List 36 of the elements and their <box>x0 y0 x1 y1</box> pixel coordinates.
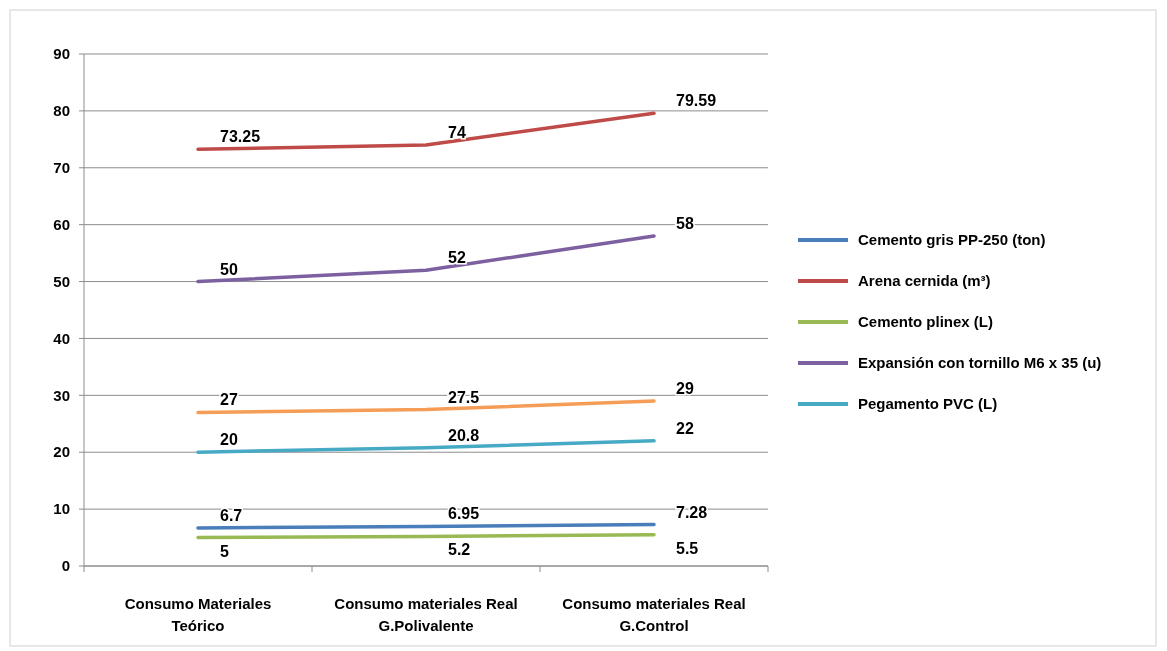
y-tick-label: 10 <box>53 500 70 518</box>
y-tick-label: 80 <box>53 102 70 120</box>
data-label: 27 <box>220 391 238 409</box>
data-label: 20 <box>220 431 238 449</box>
data-label: 20.8 <box>448 426 480 444</box>
data-label: 29 <box>676 380 694 398</box>
x-tick-label: Consumo materiales Real G.Polivalente <box>334 595 518 634</box>
data-label: 58 <box>676 215 694 233</box>
data-label: 52 <box>448 249 466 267</box>
data-label: 73.25 <box>220 128 261 146</box>
data-label: 79.59 <box>676 92 717 110</box>
data-label: 22 <box>676 419 694 437</box>
data-label: 5 <box>220 542 229 560</box>
x-tick-label: Consumo materiales Real G.Control <box>562 595 746 634</box>
data-label: 50 <box>220 260 238 278</box>
y-tick-label: 0 <box>61 557 70 575</box>
legend-label: Arena cernida (m³) <box>858 272 991 290</box>
legend-label: Pegamento PVC (L) <box>858 395 998 413</box>
data-label: 5.5 <box>676 539 699 557</box>
y-tick-label: 20 <box>53 443 70 461</box>
legend-label: Cemento gris PP-250 (ton) <box>858 231 1046 249</box>
y-tick-label: 70 <box>53 159 70 177</box>
y-tick-label: 40 <box>53 329 70 347</box>
data-label: 5.2 <box>448 541 471 559</box>
y-tick-label: 30 <box>53 386 70 404</box>
data-label: 6.7 <box>220 506 243 524</box>
y-tick-label: 50 <box>53 272 70 290</box>
data-label: 7.28 <box>676 503 708 521</box>
x-tick-label: Consumo Materiales Teórico <box>124 595 272 634</box>
data-label: 74 <box>448 124 466 142</box>
legend-label: Cemento plinex (L) <box>858 313 994 331</box>
data-label: 27.5 <box>448 388 480 406</box>
legend-label: Expansión con tornillo M6 x 35 (u) <box>858 354 1102 372</box>
y-tick-label: 90 <box>53 45 70 63</box>
y-tick-label: 60 <box>53 215 70 233</box>
data-label: 6.95 <box>448 505 480 523</box>
